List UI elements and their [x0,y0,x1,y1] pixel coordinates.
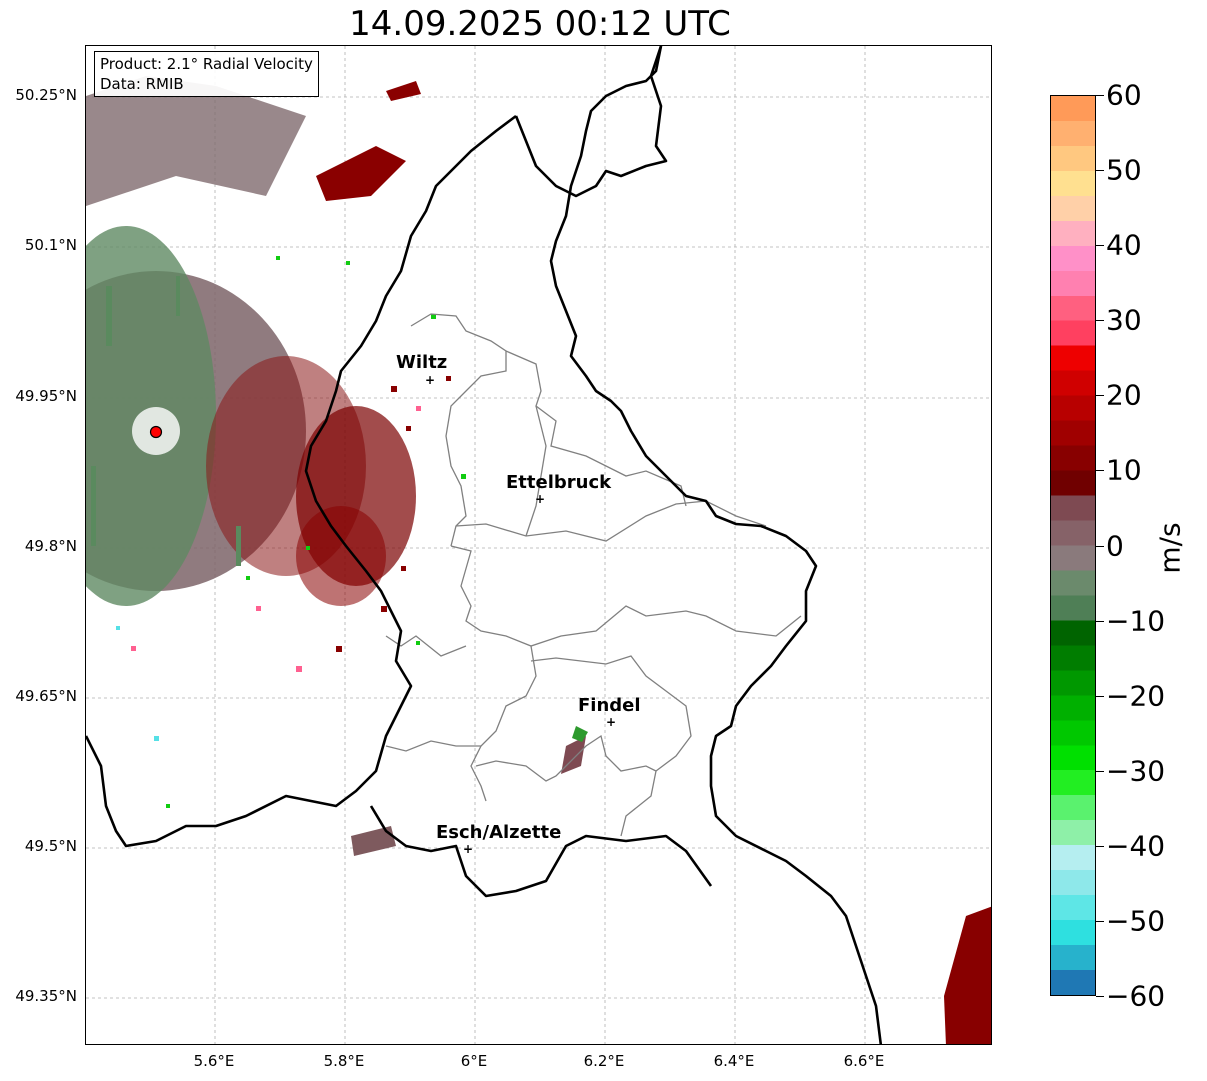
colorbar-tick [1096,245,1104,247]
colorbar-tick-label: 40 [1106,228,1142,262]
lat-label: 50.1°N [24,236,77,254]
colorbar-tick-label: 60 [1106,78,1142,112]
velocity-colorbar [1050,95,1096,996]
lon-label: 6.2°E [583,1052,625,1070]
city-wiltz[interactable]: Wiltz + [396,352,447,387]
product-label: Product: 2.1° Radial Velocity [100,55,313,73]
city-findel[interactable]: Findel + [578,695,641,729]
city-marker-icon: + [425,373,435,387]
colorbar-tick [1096,695,1104,697]
lat-label: 49.8°N [24,537,77,555]
lat-label: 50.25°N [15,86,77,104]
lat-label: 49.65°N [15,687,77,705]
colorbar-tick [1096,95,1104,96]
colorbar-tick [1096,395,1104,397]
canton-borders [385,313,802,837]
lat-label: 49.95°N [15,387,77,405]
colorbar-tick [1096,545,1104,547]
colorbar-tick-label: −50 [1106,904,1166,938]
lon-label: 5.6°E [193,1052,235,1070]
map-title: 14.09.2025 00:12 UTC [349,4,731,44]
country-borders [86,46,883,1044]
radar-site-icon[interactable] [149,425,163,439]
colorbar-tick [1096,320,1104,322]
product-info-box: Product: 2.1° Radial Velocity Data: RMIB [94,51,319,97]
city-marker-icon: + [535,492,545,506]
lon-label: 5.8°E [323,1052,365,1070]
colorbar-tick [1096,470,1104,472]
city-ettelbruck[interactable]: Ettelbruck + [506,472,612,506]
city-label-findel: Findel [578,695,641,716]
data-source-label: Data: RMIB [100,75,184,93]
city-label-esch-alzette: Esch/Alzette [436,822,561,843]
colorbar-unit-label: m/s [1153,522,1187,574]
colorbar-tick-label: 30 [1106,303,1142,337]
radar-echoes [86,76,991,1044]
map-canvas[interactable]: Wiltz + Ettelbruck + Findel + Esch/Alzet… [86,46,992,1045]
colorbar-tick-label: 50 [1106,153,1142,187]
colorbar-tick-label: 10 [1106,453,1142,487]
lat-label: 49.35°N [15,987,77,1005]
map-frame[interactable]: Wiltz + Ettelbruck + Findel + Esch/Alzet… [85,45,992,1045]
colorbar-tick [1096,170,1104,172]
colorbar-tick [1096,845,1104,847]
city-label-wiltz: Wiltz [396,352,447,373]
city-esch-alzette[interactable]: Esch/Alzette + [436,822,561,856]
colorbar-tick-label: 0 [1106,529,1124,562]
lat-label: 49.5°N [24,837,77,855]
lon-label: 6.6°E [843,1052,885,1070]
colorbar-tick-label: −30 [1106,754,1166,788]
colorbar-tick-label: −60 [1106,979,1166,1013]
colorbar-tick-label: 20 [1106,378,1142,412]
lon-label: 6.4°E [713,1052,755,1070]
colorbar-tick-label: −40 [1106,829,1166,863]
colorbar-tick [1096,996,1104,997]
city-label-ettelbruck: Ettelbruck [506,472,612,493]
colorbar-tick [1096,620,1104,622]
colorbar-tick [1096,920,1104,922]
colorbar-tick [1096,770,1104,772]
city-marker-icon: + [463,842,473,856]
colorbar-tick-label: −10 [1106,604,1166,638]
city-marker-icon: + [606,715,616,729]
colorbar-tick-label: −20 [1106,679,1166,713]
lon-label: 6°E [460,1052,488,1070]
